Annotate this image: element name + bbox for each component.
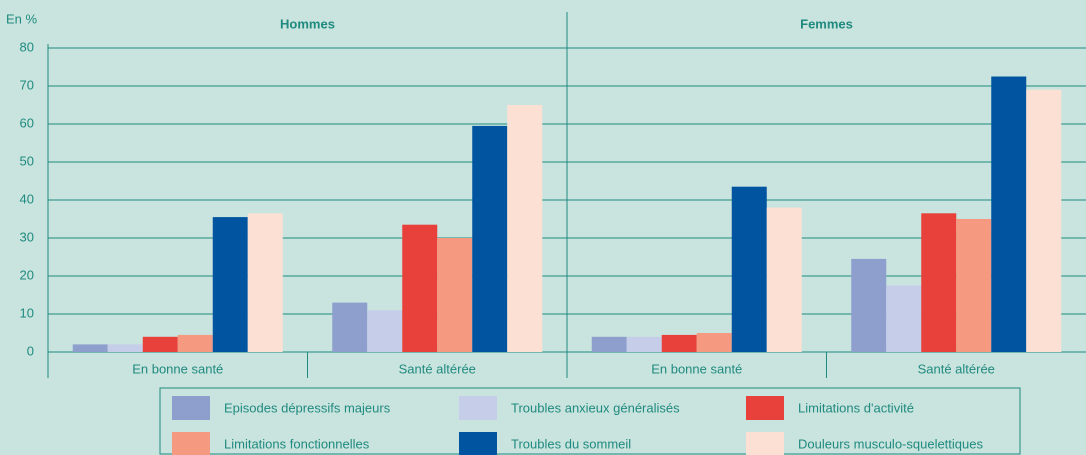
bar: [886, 285, 922, 352]
legend-swatch: [172, 396, 210, 420]
bar: [991, 76, 1027, 352]
bar: [696, 333, 732, 352]
legend-swatch: [746, 396, 784, 420]
legend-label: Troubles du sommeil: [511, 436, 631, 451]
x-tick-label: Santé altérée: [399, 361, 476, 376]
bar: [731, 186, 767, 352]
bar: [1026, 89, 1062, 353]
bar: [332, 302, 368, 352]
bar: [367, 310, 403, 352]
x-tick-label: En bonne santé: [651, 361, 742, 376]
legend-label: Douleurs musculo-squelettiques: [798, 436, 983, 451]
legend-label: Limitations fonctionnelles: [224, 436, 370, 451]
legend-swatch: [459, 432, 497, 455]
bar: [437, 238, 473, 352]
bar: [402, 224, 438, 352]
group-label: Hommes: [280, 16, 335, 31]
y-tick-label: 60: [20, 115, 34, 130]
bar: [591, 336, 627, 352]
bar: [212, 217, 248, 352]
bar: [247, 213, 283, 352]
legend-label: Episodes dépressifs majeurs: [224, 400, 391, 415]
y-tick-label: 40: [20, 191, 34, 206]
legend-swatch: [746, 432, 784, 455]
y-tick-label: 10: [20, 305, 34, 320]
bar: [626, 336, 662, 352]
y-tick-label: 0: [27, 343, 34, 358]
y-tick-label: 30: [20, 229, 34, 244]
bar: [142, 336, 178, 352]
bar: [956, 219, 992, 352]
y-tick-label: 70: [20, 77, 34, 92]
bar: [472, 125, 508, 353]
legend-box: [159, 387, 1021, 455]
bar: [72, 344, 108, 352]
group-label: Femmes: [800, 16, 853, 31]
bar: [507, 105, 543, 352]
y-axis-label: En %: [6, 11, 38, 26]
bar: [107, 344, 143, 352]
x-tick-label: En bonne santé: [132, 361, 223, 376]
legend-swatch: [459, 396, 497, 420]
y-tick-label: 80: [20, 39, 34, 54]
x-tick-label: Santé altérée: [918, 361, 995, 376]
y-tick-label: 50: [20, 153, 34, 168]
bar: [661, 334, 697, 352]
bar: [921, 213, 957, 352]
bar: [766, 207, 802, 352]
legend-label: Limitations d'activité: [798, 400, 914, 415]
bar: [851, 258, 887, 352]
legend-swatch: [172, 432, 210, 455]
y-tick-label: 20: [20, 267, 34, 282]
legend-label: Troubles anxieux généralisés: [511, 400, 680, 415]
bar: [177, 334, 213, 352]
